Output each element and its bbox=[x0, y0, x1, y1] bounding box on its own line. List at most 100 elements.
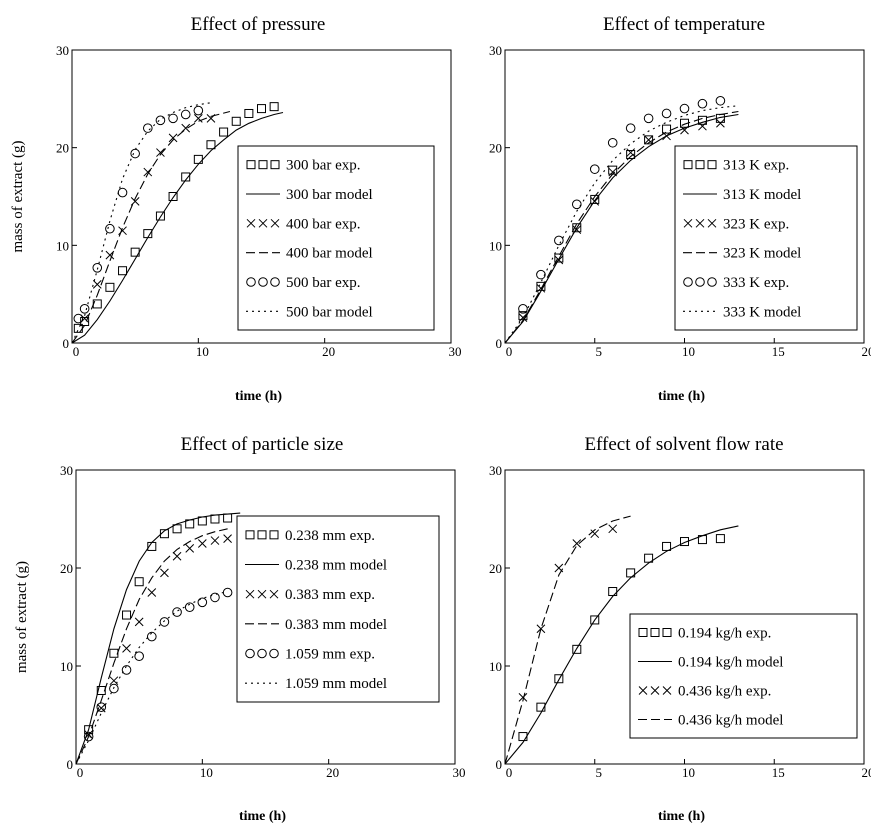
data-point bbox=[109, 648, 119, 658]
data-point bbox=[155, 211, 165, 221]
data-point bbox=[105, 282, 115, 292]
legend-marker-sample bbox=[257, 589, 267, 599]
data-point bbox=[118, 266, 128, 276]
data-point bbox=[589, 164, 600, 174]
legend-box bbox=[674, 145, 858, 331]
chart-panel-4: Effect of solvent flow rate 0 5 10 15 20 0 10 20… bbox=[489, 434, 871, 824]
y-tick-label: 20 bbox=[489, 141, 502, 156]
data-point bbox=[219, 127, 229, 137]
x-tick-label: 10 bbox=[200, 765, 213, 780]
y-tick-label: 30 bbox=[56, 43, 69, 58]
series-2 bbox=[504, 525, 739, 765]
legend: 300 bar exp. 300 bar model 400 bar exp. 400… bbox=[237, 145, 435, 331]
data-point bbox=[572, 199, 582, 210]
series-line bbox=[75, 590, 228, 765]
legend-label: 500 bar exp. bbox=[286, 275, 361, 291]
data-point bbox=[536, 269, 546, 280]
series-4 bbox=[71, 110, 231, 344]
chart-title: Effect of temperature bbox=[603, 14, 765, 35]
x-axis-label: time (h) bbox=[235, 389, 282, 404]
legend-label: 0.383 mm model bbox=[285, 617, 387, 633]
series-1 bbox=[73, 102, 279, 333]
x-tick-label: 15 bbox=[772, 765, 785, 780]
data-point bbox=[73, 313, 84, 324]
data-point bbox=[554, 253, 564, 263]
series-3 bbox=[84, 534, 232, 739]
legend-label: 313 K exp. bbox=[723, 158, 789, 174]
y-tick-label: 0 bbox=[67, 757, 74, 772]
legend-marker-sample bbox=[245, 589, 255, 599]
series-2 bbox=[75, 512, 241, 765]
data-point bbox=[184, 602, 195, 613]
y-axis-label: mass of extract (g) bbox=[10, 140, 26, 252]
data-point bbox=[193, 105, 204, 116]
legend-marker-sample bbox=[270, 277, 280, 287]
data-point bbox=[222, 587, 233, 598]
data-point bbox=[680, 125, 689, 135]
data-point bbox=[715, 95, 726, 106]
legend-marker-sample bbox=[246, 160, 256, 170]
data-point bbox=[92, 262, 103, 273]
data-point bbox=[608, 587, 618, 597]
y-tick-label: 20 bbox=[60, 561, 73, 576]
x-tick-label: 0 bbox=[506, 344, 513, 359]
x-tick-label: 0 bbox=[77, 765, 84, 780]
x-tick-label: 30 bbox=[453, 765, 466, 780]
y-tick-label: 30 bbox=[489, 43, 502, 58]
y-tick-label: 0 bbox=[496, 757, 503, 772]
legend-marker-sample bbox=[662, 686, 672, 695]
data-point bbox=[130, 148, 140, 159]
data-point bbox=[608, 524, 618, 534]
legend-marker-sample bbox=[650, 628, 660, 637]
data-point bbox=[607, 137, 618, 148]
y-tick-label: 0 bbox=[63, 336, 70, 351]
series-line bbox=[504, 105, 739, 344]
chart-panel-3: Effect of particle size 0 10 20 30 0 10 20 30 tim… bbox=[14, 434, 466, 824]
data-point bbox=[160, 568, 169, 578]
legend-label: 400 bar model bbox=[286, 246, 373, 262]
data-point bbox=[626, 568, 636, 578]
y-axis-label: mass of extract (g) bbox=[14, 561, 30, 673]
data-point bbox=[697, 115, 707, 125]
data-point bbox=[159, 529, 169, 539]
legend: 0.194 kg/h exp. 0.194 kg/h model 0.436 kg/… bbox=[629, 613, 858, 739]
data-point bbox=[223, 513, 233, 523]
data-point bbox=[109, 683, 119, 694]
data-point bbox=[147, 588, 157, 597]
legend-marker-sample bbox=[707, 160, 717, 170]
chart-title: Effect of solvent flow rate bbox=[584, 434, 783, 455]
data-point bbox=[147, 631, 157, 642]
chart-title: Effect of particle size bbox=[181, 434, 344, 455]
data-point bbox=[715, 534, 725, 544]
data-point bbox=[172, 524, 182, 534]
series-6 bbox=[504, 105, 739, 344]
data-point bbox=[210, 592, 220, 603]
data-point bbox=[698, 121, 707, 131]
legend-label: 333 K exp. bbox=[723, 275, 789, 291]
data-point bbox=[590, 194, 600, 204]
data-point bbox=[536, 702, 546, 712]
y-tick-label: 30 bbox=[489, 463, 502, 478]
series-3 bbox=[80, 114, 216, 323]
y-tick-label: 10 bbox=[56, 238, 69, 253]
data-point bbox=[625, 123, 636, 133]
series-2 bbox=[71, 111, 284, 344]
y-tick-label: 10 bbox=[489, 238, 502, 253]
data-point bbox=[185, 544, 195, 553]
data-point bbox=[679, 103, 690, 114]
legend-marker-sample bbox=[683, 218, 693, 228]
legend-marker-sample bbox=[257, 530, 267, 540]
data-point bbox=[608, 165, 618, 175]
legend-marker-sample bbox=[269, 589, 279, 599]
data-point bbox=[572, 225, 582, 235]
data-point bbox=[644, 135, 653, 145]
series-6 bbox=[75, 590, 228, 765]
legend-marker-sample bbox=[683, 160, 693, 170]
legend-label: 300 bar exp. bbox=[286, 158, 361, 174]
data-point bbox=[661, 108, 672, 119]
data-point bbox=[572, 539, 582, 548]
chart-title: Effect of pressure bbox=[191, 14, 326, 35]
data-point bbox=[180, 109, 191, 120]
data-point bbox=[697, 98, 708, 109]
